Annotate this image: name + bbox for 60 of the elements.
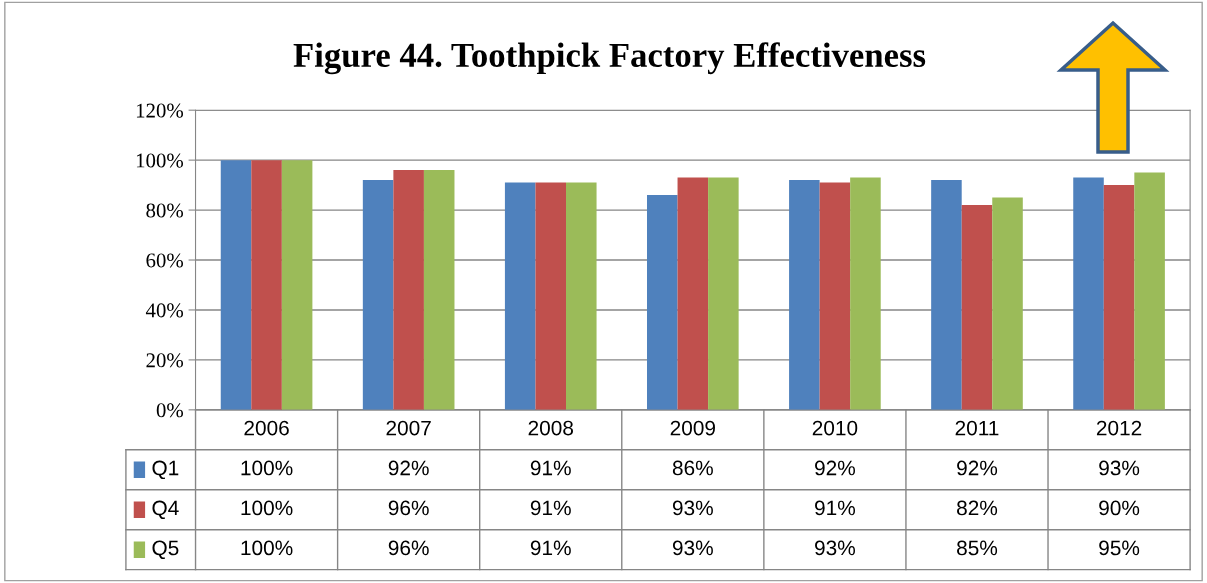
bar bbox=[992, 197, 1023, 410]
y-tick-label: 100% bbox=[136, 153, 184, 168]
y-tick-label: 60% bbox=[146, 253, 184, 268]
legend-label: Q4 bbox=[152, 500, 179, 520]
x-tick-label: 2009 bbox=[670, 420, 716, 436]
x-tick-label: 2011 bbox=[955, 420, 999, 436]
data-label: 93% bbox=[1099, 460, 1140, 476]
data-label: 91% bbox=[530, 460, 571, 476]
y-tick-label: 80% bbox=[146, 203, 184, 218]
data-label: 100% bbox=[241, 460, 293, 476]
legend-label: Q5 bbox=[152, 540, 179, 560]
bar bbox=[566, 182, 597, 410]
bar bbox=[708, 177, 739, 410]
bar bbox=[504, 182, 536, 410]
data-label: 93% bbox=[672, 500, 713, 516]
bar bbox=[220, 160, 252, 410]
bar bbox=[393, 170, 424, 410]
bar bbox=[1073, 177, 1104, 410]
bar bbox=[789, 180, 820, 410]
data-label: 91% bbox=[530, 500, 571, 516]
y-tick-label: 120% bbox=[136, 103, 184, 118]
bar bbox=[251, 160, 282, 410]
data-label: 95% bbox=[1099, 540, 1140, 556]
x-tick-label: 2010 bbox=[812, 420, 858, 436]
data-label: 92% bbox=[957, 460, 998, 476]
bar bbox=[677, 177, 709, 410]
bar bbox=[423, 170, 455, 410]
x-tick-label: 2007 bbox=[386, 420, 431, 436]
data-label: 90% bbox=[1099, 500, 1140, 516]
bar bbox=[362, 180, 394, 410]
bar bbox=[1134, 172, 1165, 410]
data-label: 93% bbox=[815, 540, 856, 556]
bar bbox=[535, 182, 567, 410]
bar bbox=[647, 195, 678, 410]
data-label: 92% bbox=[815, 460, 856, 476]
x-tick-label: 2006 bbox=[244, 420, 289, 436]
data-label: 91% bbox=[530, 540, 571, 556]
bar bbox=[850, 177, 881, 410]
x-tick-label: 2008 bbox=[528, 420, 574, 436]
legend-label: Q1 bbox=[152, 460, 179, 480]
data-label: 100% bbox=[241, 540, 293, 556]
bar bbox=[819, 182, 851, 410]
data-label: 86% bbox=[672, 460, 713, 476]
data-label: 92% bbox=[388, 460, 429, 476]
chart-title: Figure 44. Toothpick Factory Effectiveness bbox=[293, 42, 926, 75]
bar bbox=[1103, 185, 1135, 410]
bar bbox=[281, 160, 313, 410]
data-label: 82% bbox=[957, 500, 998, 516]
data-label: 93% bbox=[672, 540, 713, 556]
bar bbox=[931, 180, 962, 410]
x-tick-label: 2012 bbox=[1096, 420, 1142, 436]
data-label: 91% bbox=[815, 500, 856, 516]
data-label: 96% bbox=[388, 500, 429, 516]
y-tick-label: 0% bbox=[156, 403, 184, 418]
data-label: 85% bbox=[957, 540, 998, 556]
y-tick-label: 20% bbox=[146, 353, 184, 368]
data-label: 100% bbox=[241, 500, 293, 516]
y-tick-label: 40% bbox=[145, 303, 184, 318]
data-label: 96% bbox=[388, 540, 429, 556]
bar bbox=[961, 205, 993, 410]
